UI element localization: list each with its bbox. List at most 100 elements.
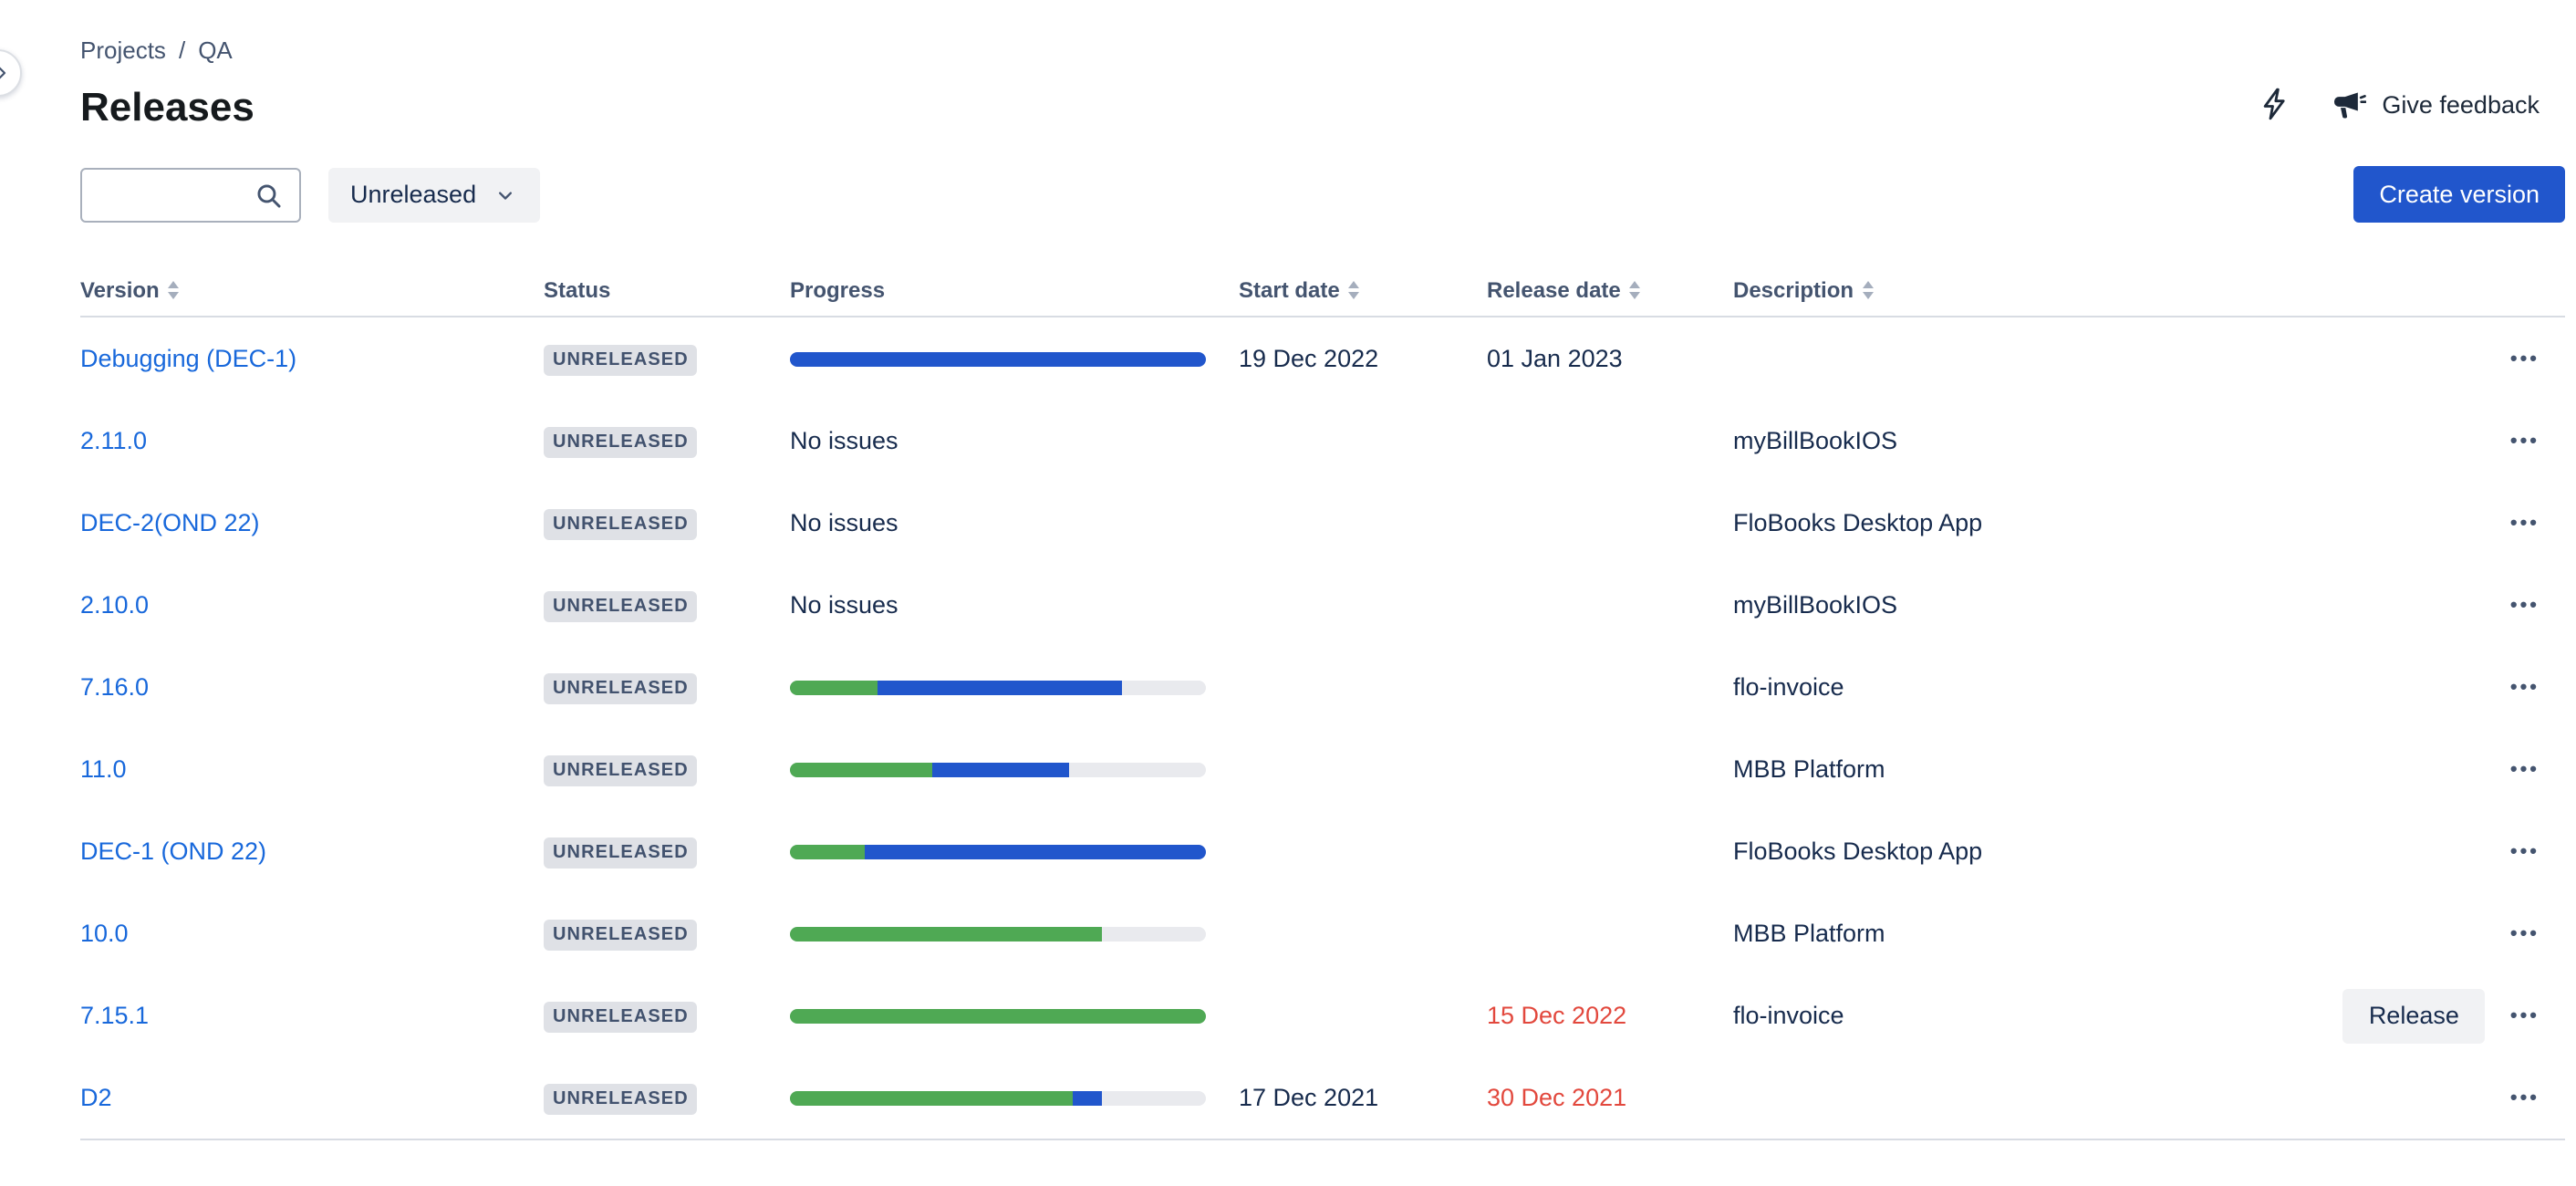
description-cell: FloBooks Desktop App bbox=[1733, 837, 1983, 865]
actions-cell: ••• bbox=[2280, 348, 2565, 369]
status-badge: UNRELEASED bbox=[544, 919, 698, 950]
release-button[interactable]: Release bbox=[2342, 988, 2485, 1043]
more-actions-button[interactable]: ••• bbox=[2507, 1004, 2543, 1026]
table-row: DEC-1 (OND 22) UNRELEASED FloBooks Deskt… bbox=[80, 810, 2565, 892]
status-badge: UNRELEASED bbox=[544, 1001, 698, 1032]
version-cell: DEC-1 (OND 22) bbox=[80, 837, 544, 865]
actions-cell: ••• bbox=[2280, 922, 2565, 944]
start-date-cell: 17 Dec 2021 bbox=[1239, 1084, 1379, 1111]
toolbar: Unreleased Create version bbox=[80, 166, 2565, 223]
sort-icon bbox=[168, 281, 180, 299]
column-header-label: Release date bbox=[1487, 277, 1621, 303]
status-cell: UNRELEASED bbox=[544, 588, 790, 621]
progress-done-segment bbox=[790, 844, 866, 858]
status-filter-value: Unreleased bbox=[350, 181, 477, 208]
release-date-cell: 15 Dec 2022 bbox=[1487, 1002, 1627, 1029]
progress-bar bbox=[790, 762, 1206, 776]
chevron-down-icon bbox=[493, 182, 518, 207]
progress-bar bbox=[790, 926, 1206, 941]
actions-cell: ••• bbox=[2280, 758, 2565, 780]
column-header-version[interactable]: Version bbox=[80, 277, 544, 303]
progress-done-segment bbox=[790, 680, 878, 694]
progress-inprogress-segment bbox=[931, 762, 1069, 776]
version-cell: D2 bbox=[80, 1084, 544, 1111]
more-actions-button[interactable]: ••• bbox=[2507, 840, 2543, 862]
column-header-status: Status bbox=[544, 277, 790, 303]
progress-inprogress-segment bbox=[1073, 1090, 1102, 1105]
create-version-button[interactable]: Create version bbox=[2353, 166, 2565, 223]
actions-cell: ••• bbox=[2280, 594, 2565, 616]
progress-cell bbox=[790, 1008, 1239, 1023]
column-header-description[interactable]: Description bbox=[1733, 277, 2280, 303]
more-actions-button[interactable]: ••• bbox=[2507, 922, 2543, 944]
version-link[interactable]: 2.11.0 bbox=[80, 427, 148, 454]
search-input[interactable] bbox=[82, 169, 257, 220]
more-actions-button[interactable]: ••• bbox=[2507, 430, 2543, 452]
version-cell: 7.16.0 bbox=[80, 673, 544, 701]
status-badge: UNRELEASED bbox=[544, 1083, 698, 1114]
version-link[interactable]: DEC-1 (OND 22) bbox=[80, 837, 267, 865]
version-cell: 7.15.1 bbox=[80, 1002, 544, 1029]
status-cell: UNRELEASED bbox=[544, 1081, 790, 1114]
more-actions-button[interactable]: ••• bbox=[2507, 676, 2543, 698]
release-date-cell: 30 Dec 2021 bbox=[1487, 1084, 1627, 1111]
breadcrumb-space-link[interactable]: QA bbox=[198, 36, 233, 64]
version-link[interactable]: D2 bbox=[80, 1084, 112, 1111]
status-cell: UNRELEASED bbox=[544, 424, 790, 457]
chevron-right-icon bbox=[0, 62, 13, 84]
status-badge: UNRELEASED bbox=[544, 837, 698, 868]
version-link[interactable]: Debugging (DEC-1) bbox=[80, 345, 297, 372]
status-badge: UNRELEASED bbox=[544, 426, 698, 457]
status-cell: UNRELEASED bbox=[544, 342, 790, 375]
status-filter-dropdown[interactable]: Unreleased bbox=[328, 167, 541, 222]
give-feedback-button[interactable]: Give feedback bbox=[2329, 86, 2540, 122]
progress-inprogress-segment bbox=[865, 844, 1206, 858]
more-actions-button[interactable]: ••• bbox=[2507, 758, 2543, 780]
give-feedback-label: Give feedback bbox=[2382, 90, 2540, 118]
column-header-label: Description bbox=[1733, 277, 1854, 303]
releases-table: Version Status Progress Start date Relea… bbox=[80, 265, 2565, 1140]
progress-cell bbox=[790, 926, 1239, 941]
actions-cell: ••• bbox=[2280, 676, 2565, 698]
version-link[interactable]: 7.16.0 bbox=[80, 673, 150, 701]
table-row: Debugging (DEC-1) UNRELEASED 19 Dec 2022… bbox=[80, 317, 2565, 400]
version-link[interactable]: 2.10.0 bbox=[80, 591, 150, 619]
description-cell: FloBooks Desktop App bbox=[1733, 509, 1983, 536]
sort-icon bbox=[1348, 281, 1360, 299]
automation-button[interactable] bbox=[2256, 86, 2292, 122]
release-date-cell: 01 Jan 2023 bbox=[1487, 345, 1623, 372]
progress-done-segment bbox=[790, 1090, 1074, 1105]
progress-cell: No issues bbox=[790, 509, 1239, 536]
progress-bar bbox=[790, 351, 1206, 366]
column-header-start-date[interactable]: Start date bbox=[1239, 277, 1487, 303]
status-cell: UNRELEASED bbox=[544, 671, 790, 703]
main-content: Projects / QA Releases Give feedbac bbox=[80, 36, 2565, 1140]
version-link[interactable]: 10.0 bbox=[80, 920, 129, 947]
page-title: Releases bbox=[80, 84, 254, 130]
sort-icon bbox=[1629, 281, 1641, 299]
version-link[interactable]: 7.15.1 bbox=[80, 1002, 150, 1029]
actions-cell: ••• bbox=[2280, 512, 2565, 534]
more-actions-button[interactable]: ••• bbox=[2507, 512, 2543, 534]
lightning-icon bbox=[2256, 86, 2292, 122]
more-actions-button[interactable]: ••• bbox=[2507, 594, 2543, 616]
table-row: DEC-2(OND 22) UNRELEASED No issues FloBo… bbox=[80, 482, 2565, 564]
progress-done-segment bbox=[790, 926, 1102, 941]
column-header-release-date[interactable]: Release date bbox=[1487, 277, 1733, 303]
column-header-label: Version bbox=[80, 277, 160, 303]
progress-cell bbox=[790, 1090, 1239, 1105]
status-badge: UNRELEASED bbox=[544, 508, 698, 539]
progress-done-segment bbox=[790, 762, 932, 776]
breadcrumb-projects-link[interactable]: Projects bbox=[80, 36, 166, 64]
status-cell: UNRELEASED bbox=[544, 753, 790, 785]
table-row: 7.16.0 UNRELEASED flo-invoice ••• bbox=[80, 646, 2565, 728]
version-link[interactable]: 11.0 bbox=[80, 755, 127, 783]
version-link[interactable]: DEC-2(OND 22) bbox=[80, 509, 260, 536]
progress-bar bbox=[790, 1008, 1206, 1023]
table-row: 11.0 UNRELEASED MBB Platform ••• bbox=[80, 728, 2565, 810]
status-cell: UNRELEASED bbox=[544, 506, 790, 539]
more-actions-button[interactable]: ••• bbox=[2507, 348, 2543, 369]
more-actions-button[interactable]: ••• bbox=[2507, 1087, 2543, 1108]
breadcrumb: Projects / QA bbox=[80, 36, 2565, 64]
